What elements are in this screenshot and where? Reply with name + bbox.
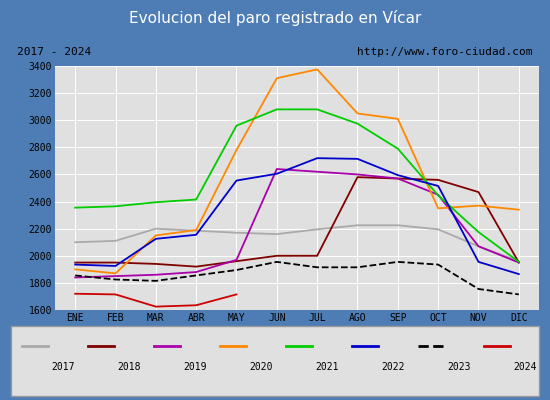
FancyBboxPatch shape — [11, 326, 539, 396]
Text: 2022: 2022 — [381, 362, 404, 372]
Text: 2023: 2023 — [447, 362, 470, 372]
Text: 2018: 2018 — [117, 362, 140, 372]
Text: 2020: 2020 — [249, 362, 272, 372]
Text: Evolucion del paro registrado en Vícar: Evolucion del paro registrado en Vícar — [129, 10, 421, 26]
Text: 2017 - 2024: 2017 - 2024 — [18, 47, 92, 57]
Text: 2024: 2024 — [513, 362, 536, 372]
Text: 2021: 2021 — [315, 362, 338, 372]
Text: 2017: 2017 — [51, 362, 74, 372]
Text: 2019: 2019 — [183, 362, 206, 372]
Text: http://www.foro-ciudad.com: http://www.foro-ciudad.com — [357, 47, 532, 57]
